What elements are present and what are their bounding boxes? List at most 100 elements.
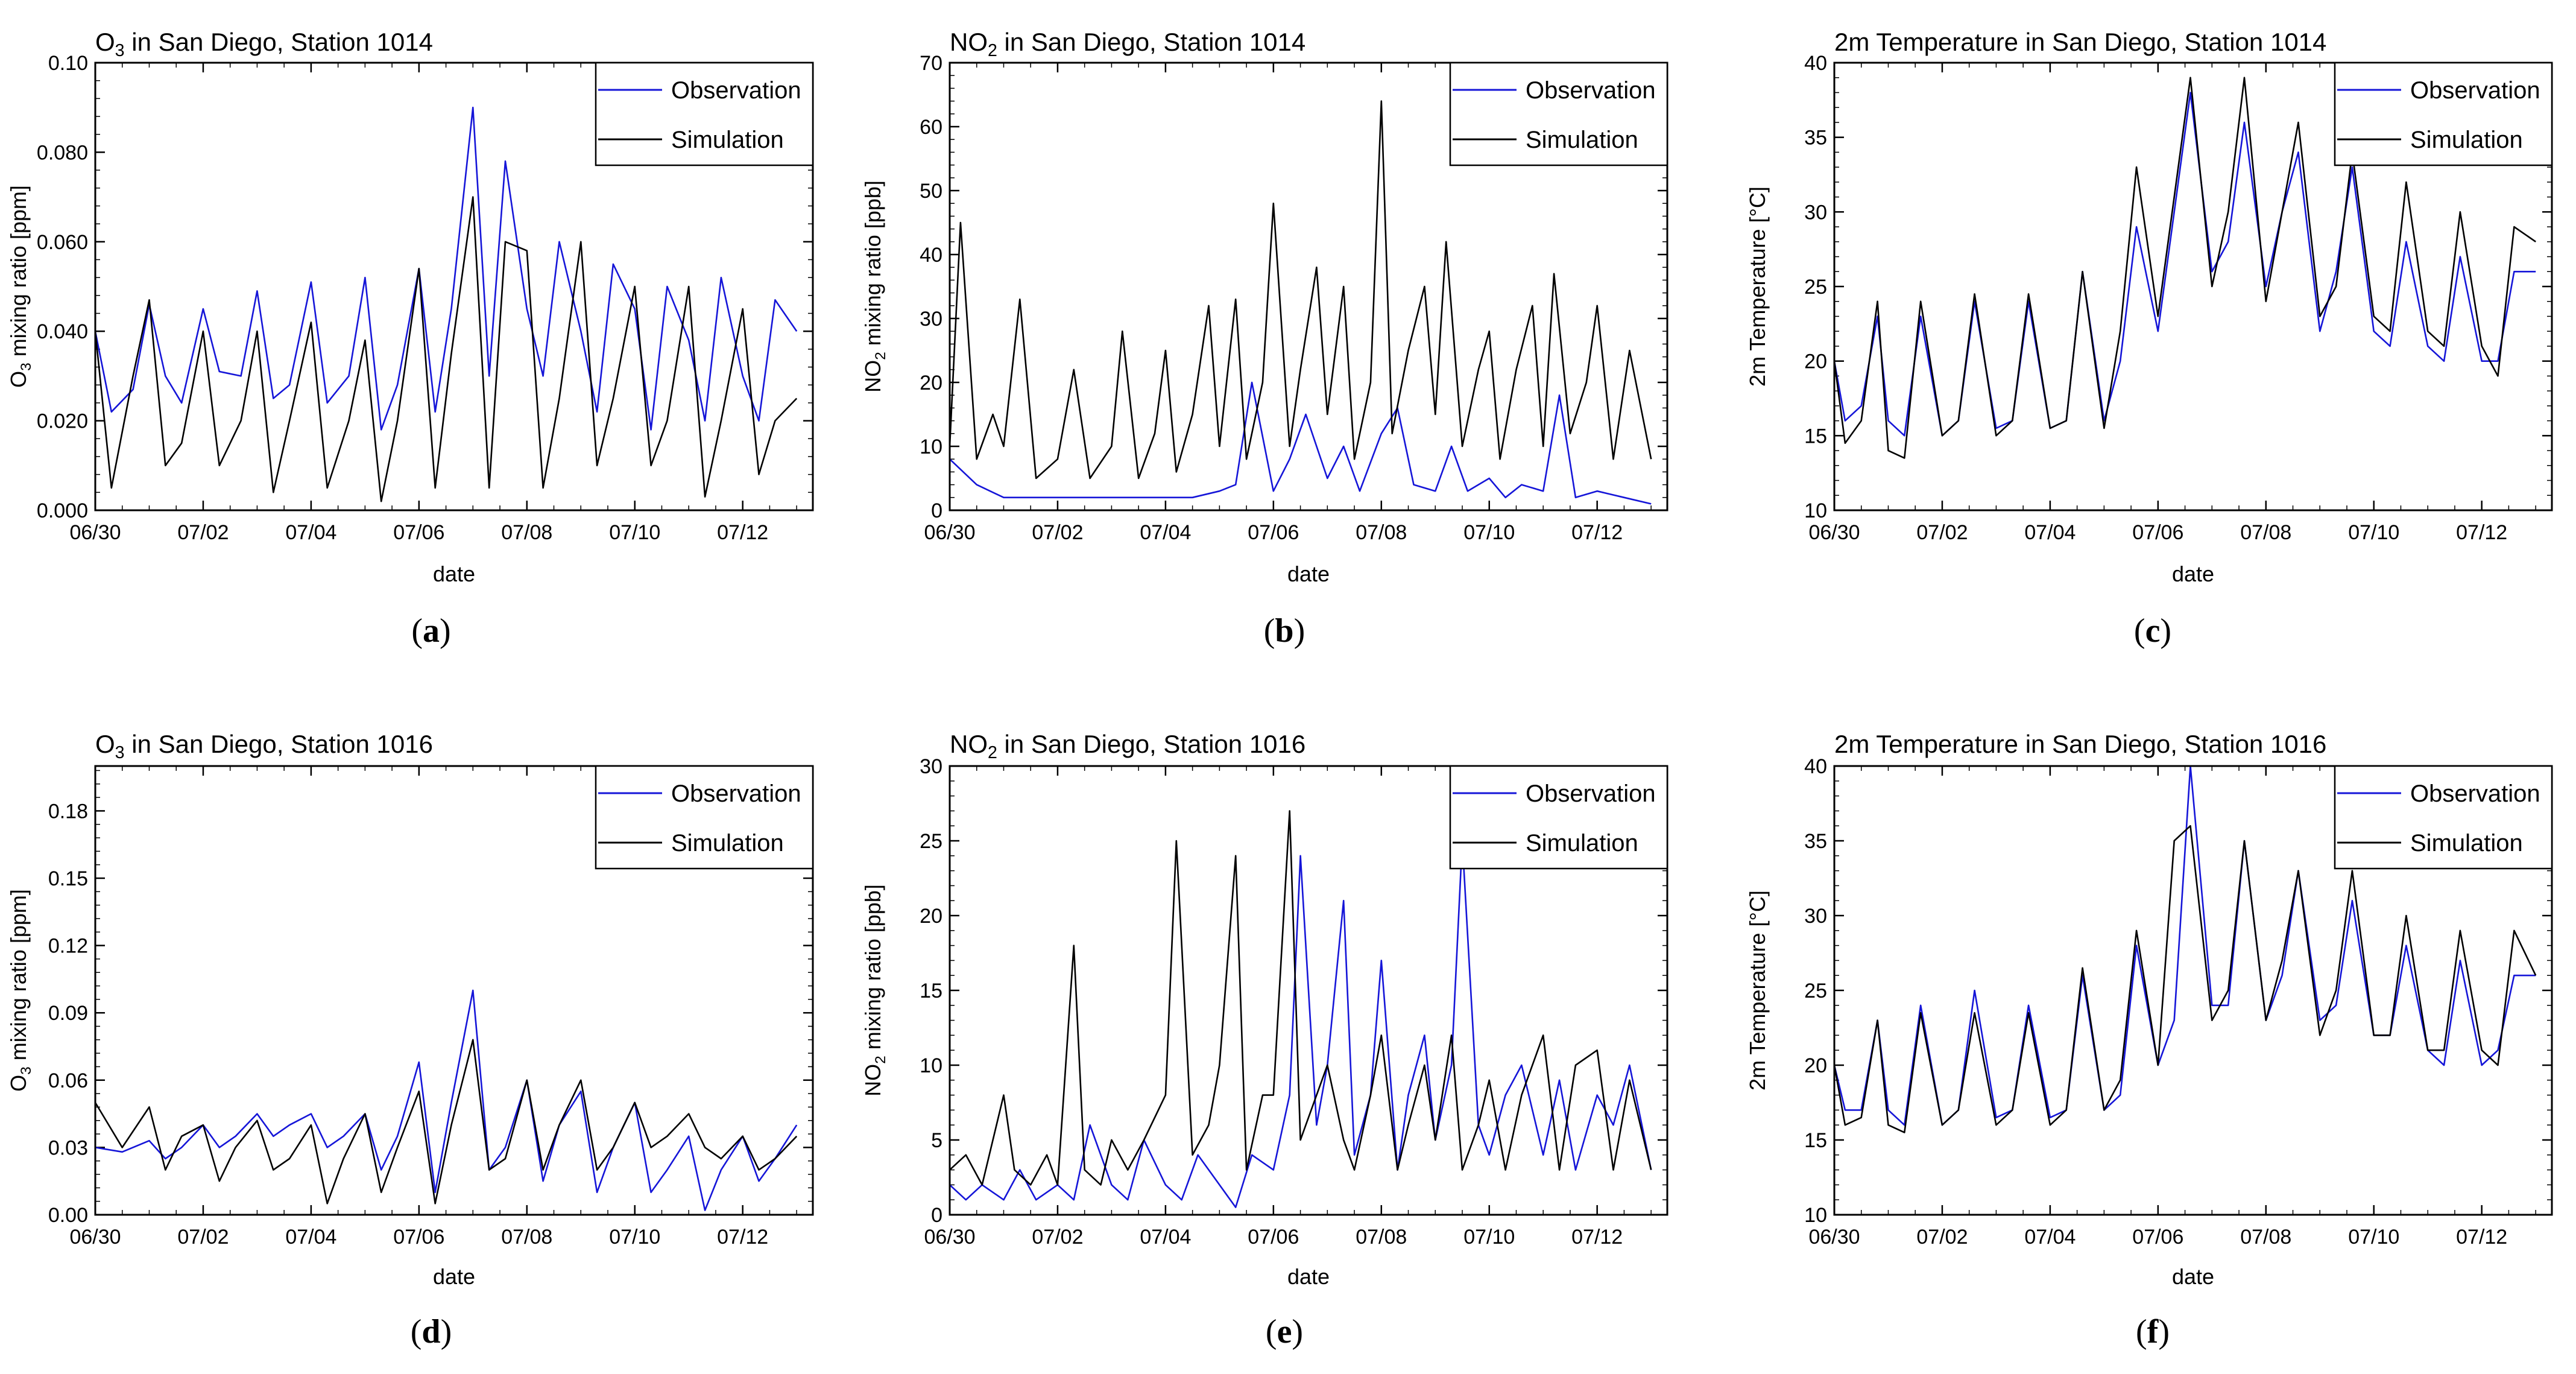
series-line-observation: [949, 381, 1652, 505]
panel-caption: (d): [411, 1313, 452, 1350]
legend-label: Observation: [1526, 77, 1656, 104]
panel-caption: (a): [411, 612, 450, 650]
y-tick-label: 25: [920, 830, 942, 853]
y-tick-label: 0.12: [48, 935, 88, 958]
legend-label: Observation: [671, 780, 801, 807]
x-axis-label: date: [433, 1264, 475, 1289]
x-tick-label: 07/10: [609, 1226, 660, 1249]
panel-caption: (f): [2136, 1313, 2170, 1350]
x-tick-label: 07/10: [609, 521, 660, 544]
legend-box: [2334, 765, 2553, 870]
series-line-simulation: [949, 100, 1652, 480]
y-axis-label: O3 mixing ratio [ppm]: [6, 889, 34, 1092]
legend: Observation Simulation: [1449, 62, 1668, 166]
x-tick-label: 07/08: [1356, 1226, 1407, 1249]
x-tick-label: 07/10: [2348, 521, 2399, 544]
y-tick-label: 25: [1804, 276, 1827, 299]
x-tick-label: 06/30: [924, 521, 975, 544]
y-axis-label: NO2 mixing ratio [ppb]: [860, 884, 889, 1097]
x-tick-label: 06/30: [69, 1226, 121, 1249]
panel-caption: (e): [1266, 1313, 1303, 1350]
y-tick-label: 20: [1804, 350, 1827, 373]
x-tick-label: 07/12: [717, 1226, 768, 1249]
series-line-simulation: [1833, 77, 2536, 459]
series-line-observation: [95, 989, 798, 1211]
y-tick-label: 70: [920, 52, 942, 75]
panel-caption: (b): [1264, 612, 1305, 650]
x-tick-label: 07/10: [1463, 1226, 1515, 1249]
y-tick-label: 20: [920, 372, 942, 394]
x-tick-label: 06/30: [924, 1226, 975, 1249]
y-tick-label: 0.06: [48, 1069, 88, 1092]
x-axis-label: date: [2172, 1264, 2214, 1289]
x-tick-label: 07/04: [285, 521, 336, 544]
x-tick-label: 07/06: [1248, 1226, 1299, 1249]
panel-title: 2m Temperature in San Diego, Station 101…: [1834, 28, 2326, 56]
y-tick-label: 0.15: [48, 867, 88, 890]
y-tick-label: 0.080: [37, 141, 88, 164]
x-axis-label: date: [2172, 562, 2214, 586]
y-tick-label: 30: [1804, 905, 1827, 928]
panel-c: 2m Temperature in San Diego, Station 101…: [1745, 28, 2553, 650]
y-tick-label: 15: [920, 980, 942, 1002]
x-axis-label: date: [1287, 562, 1330, 586]
x-tick-label: 07/02: [1916, 521, 1968, 544]
y-tick-label: 40: [920, 244, 942, 267]
x-tick-label: 07/08: [501, 521, 552, 544]
legend-box: [1449, 62, 1668, 166]
legend-label: Observation: [2410, 780, 2540, 807]
y-tick-label: 0.060: [37, 231, 88, 254]
x-tick-label: 07/02: [177, 1226, 229, 1249]
x-tick-label: 06/30: [1808, 1226, 1860, 1249]
x-tick-label: 07/06: [2132, 1226, 2183, 1249]
legend: Observation Simulation: [595, 62, 814, 166]
x-tick-label: 07/06: [2132, 521, 2183, 544]
y-tick-label: 60: [920, 116, 942, 139]
x-tick-label: 07/06: [393, 521, 444, 544]
y-tick-label: 10: [920, 435, 942, 458]
panel-title: NO2 in San Diego, Station 1014: [950, 28, 1305, 60]
series-line-observation: [94, 106, 798, 431]
y-tick-label: 25: [1804, 980, 1827, 1002]
legend-box: [595, 62, 814, 166]
y-tick-label: 30: [920, 755, 942, 778]
x-tick-label: 06/30: [69, 521, 121, 544]
x-tick-label: 07/04: [2024, 521, 2076, 544]
x-tick-label: 07/04: [285, 1226, 336, 1249]
series-line-simulation: [94, 196, 798, 502]
legend-label: Simulation: [671, 830, 784, 856]
x-tick-label: 07/06: [1248, 521, 1299, 544]
y-tick-label: 0.03: [48, 1136, 88, 1159]
panel-a: O3 in San Diego, Station 1014 O3 mixing r…: [6, 28, 814, 650]
panel-title: O3 in San Diego, Station 1014: [95, 28, 433, 60]
series-line-simulation: [94, 1039, 798, 1205]
x-axis-label: date: [433, 562, 475, 586]
legend-label: Observation: [1526, 780, 1656, 807]
panel-title: 2m Temperature in San Diego, Station 101…: [1834, 730, 2326, 758]
x-tick-label: 07/04: [1140, 521, 1191, 544]
panel-e: NO2 in San Diego, Station 1016 NO2 mixing…: [860, 730, 1668, 1350]
x-tick-label: 07/02: [177, 521, 229, 544]
x-tick-label: 07/02: [1032, 521, 1083, 544]
legend-label: Simulation: [1526, 830, 1638, 856]
plot-frame: [94, 765, 814, 1216]
y-tick-label: 0.00: [48, 1204, 88, 1227]
x-tick-label: 07/08: [1356, 521, 1407, 544]
y-tick-label: 20: [1804, 1054, 1827, 1077]
legend: Observation Simulation: [2334, 765, 2553, 870]
panel-caption: (c): [2134, 612, 2171, 650]
series-line-simulation: [949, 810, 1652, 1186]
plot-frame: [94, 62, 814, 511]
y-tick-label: 0: [931, 1204, 942, 1227]
x-tick-label: 07/06: [393, 1226, 444, 1249]
x-tick-label: 07/02: [1916, 1226, 1968, 1249]
y-tick-label: 0.040: [37, 320, 88, 343]
legend: Observation Simulation: [595, 765, 814, 870]
y-tick-label: 0.000: [37, 499, 88, 522]
legend-label: Simulation: [671, 127, 784, 153]
x-tick-label: 07/10: [2348, 1226, 2399, 1249]
y-tick-label: 50: [920, 180, 942, 203]
y-tick-label: 20: [920, 905, 942, 928]
panel-d: O3 in San Diego, Station 1016 O3 mixing r…: [6, 730, 814, 1350]
y-tick-label: 0.09: [48, 1002, 88, 1025]
